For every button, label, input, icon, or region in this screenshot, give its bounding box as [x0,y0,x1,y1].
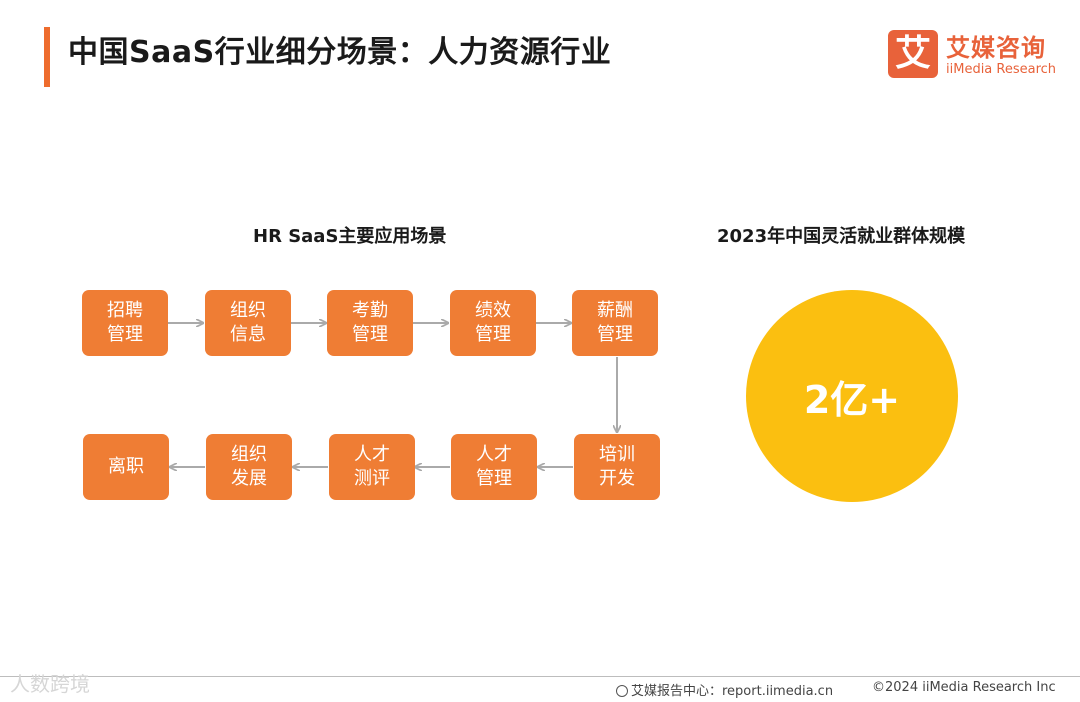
stat-circle: 2亿+ [746,290,958,502]
step-training: 培训 开发 [574,434,660,500]
step-talent-assessment: 人才 测评 [329,434,415,500]
step-org-development: 组织 发展 [206,434,292,500]
step-payroll: 薪酬 管理 [572,290,658,356]
stat-value: 2亿+ [803,377,901,422]
brand-logo: 艾 艾媒咨询 iiMedia Research [888,30,1063,82]
step-recruitment: 招聘 管理 [82,290,168,356]
logo-text-en: iiMedia Research [946,62,1057,77]
footer-divider [0,676,1080,677]
footer-report-text: 艾媒报告中心：report.iimedia.cn [631,684,834,699]
footer-report: 艾媒报告中心：report.iimedia.cn [616,680,833,699]
watermark: 人数跨境 [10,672,90,696]
diagram-title: HR SaaS主要应用场景 [253,226,447,247]
step-attendance: 考勤 管理 [327,290,413,356]
step-performance: 绩效 管理 [450,290,536,356]
step-talent-management: 人才 管理 [451,434,537,500]
logo-text-cn: 艾媒咨询 [946,34,1046,62]
step-org-info: 组织 信息 [205,290,291,356]
globe-icon [616,685,628,697]
page-title: 中国SaaS行业细分场景：人力资源行业 [68,35,612,70]
footer-copyright: ©2024 iiMedia Research Inc [872,680,1056,695]
title-accent-bar [44,27,50,87]
logo-mark: 艾 [888,30,938,78]
step-resignation: 离职 [83,434,169,500]
stat-title: 2023年中国灵活就业群体规模 [717,226,966,247]
